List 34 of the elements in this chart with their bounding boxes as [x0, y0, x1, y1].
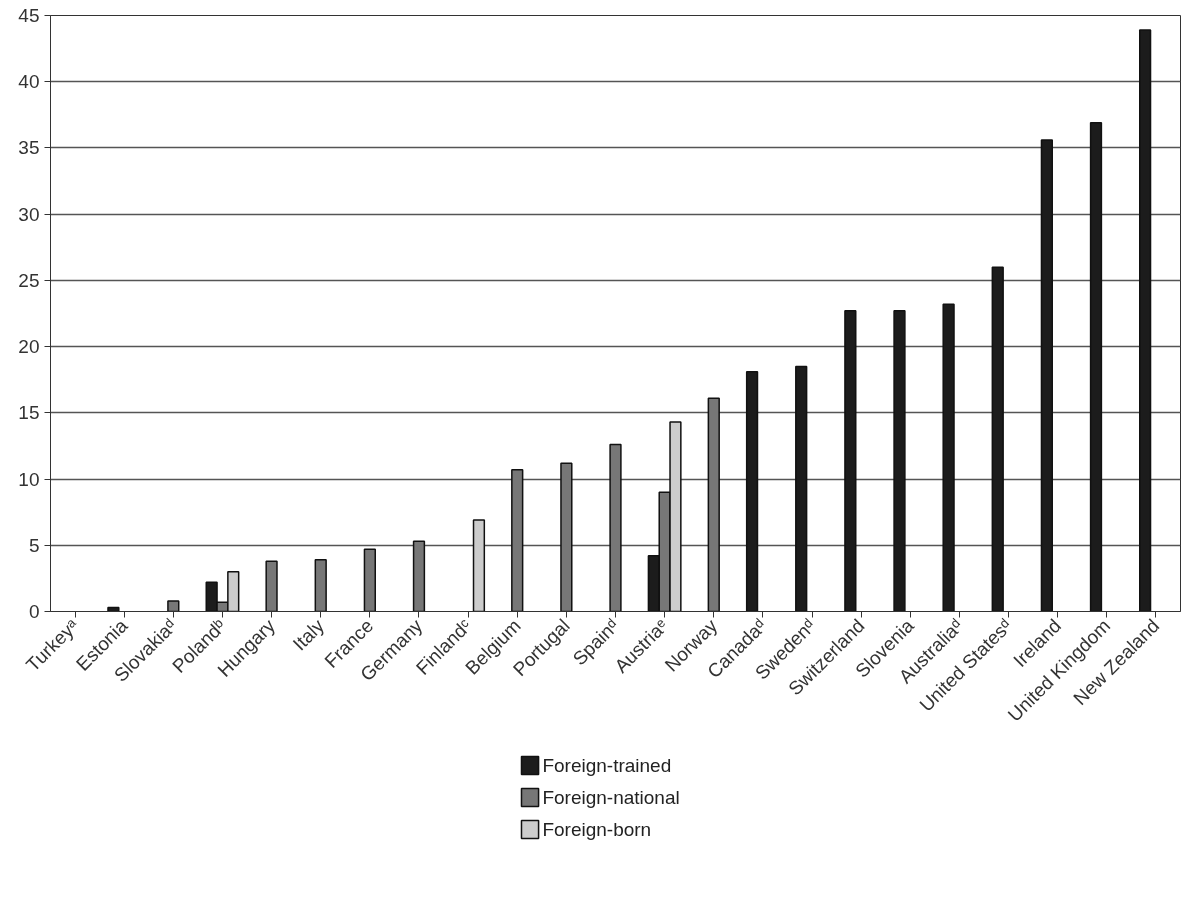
bar — [991, 266, 1004, 612]
x-tick-label: Italy — [288, 614, 329, 655]
bar — [265, 560, 278, 612]
bar — [942, 303, 955, 612]
y-tick-label: 25 — [18, 269, 40, 291]
bar — [314, 559, 327, 612]
legend-label: Foreign-trained — [542, 755, 672, 776]
y-tick-label: 35 — [18, 137, 40, 159]
y-tick-label: 45 — [18, 5, 40, 26]
bar — [107, 606, 120, 612]
bar — [412, 540, 426, 612]
bar — [893, 310, 906, 612]
bar — [560, 462, 573, 612]
legend-label: Foreign-national — [542, 787, 680, 808]
bar — [363, 548, 376, 612]
bar — [511, 469, 524, 612]
y-tick-label: 15 — [18, 402, 40, 424]
bar — [472, 519, 486, 612]
bar — [745, 371, 759, 612]
y-tick-label: 0 — [28, 601, 40, 622]
bar — [167, 600, 180, 612]
bar — [1089, 122, 1103, 612]
y-tick-label: 40 — [18, 71, 40, 93]
y-tick-label: 20 — [18, 336, 40, 358]
bar — [1138, 29, 1152, 612]
y-tick-label: 30 — [18, 203, 40, 225]
y-tick-label: 10 — [18, 468, 40, 490]
bar — [609, 443, 622, 612]
legend-label: Foreign-born — [542, 819, 652, 840]
y-tick-label: 5 — [28, 534, 40, 556]
bar — [1040, 139, 1054, 612]
bar — [795, 365, 808, 612]
bar — [844, 310, 857, 612]
bar — [707, 397, 720, 612]
